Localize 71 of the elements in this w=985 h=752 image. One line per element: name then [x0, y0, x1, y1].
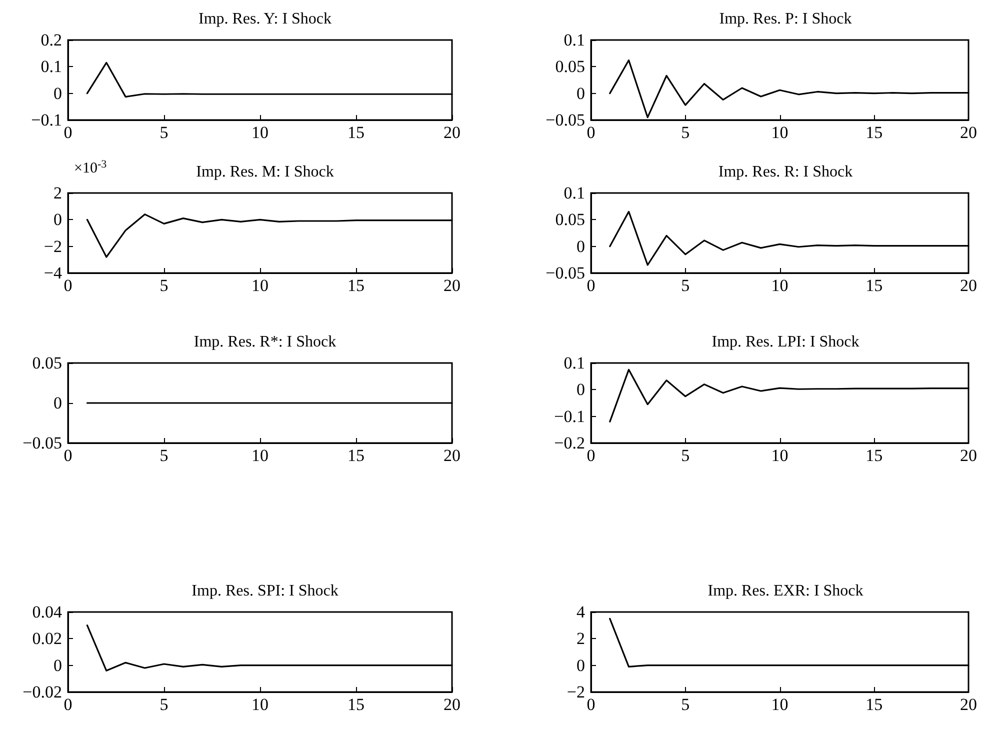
x-tick-label: 15 — [348, 695, 364, 714]
x-tick-label: 15 — [348, 123, 364, 142]
y-tick-label: −2 — [44, 236, 62, 256]
chart-title: Imp. Res. LPI: I Shock — [712, 334, 860, 350]
x-tick-label: 5 — [160, 446, 168, 465]
x-tick-label: 20 — [960, 123, 977, 142]
x-tick-label: 5 — [160, 276, 168, 295]
y-tick-label: −0.1 — [554, 406, 585, 426]
y-tick-label: −2 — [566, 682, 585, 702]
x-tick-label: 10 — [771, 446, 788, 465]
x-tick-label: 20 — [960, 276, 977, 295]
y-tick-label: 0.1 — [564, 184, 585, 202]
y-tick-label: 0.04 — [32, 602, 62, 622]
x-tick-label: 20 — [444, 123, 460, 142]
y-tick-label: −0.02 — [22, 682, 62, 702]
y-tick-label: 0 — [576, 236, 585, 256]
x-tick-label: 5 — [681, 123, 690, 142]
y-tick-label: −0.2 — [554, 434, 585, 452]
y-tick-label: 0.05 — [555, 210, 585, 230]
x-tick-label: 20 — [960, 695, 977, 714]
x-tick-label: 10 — [252, 695, 268, 714]
y-tick-label: 2 — [576, 629, 585, 648]
x-tick-label: 20 — [960, 446, 977, 465]
y-tick-label: 0.1 — [564, 30, 585, 50]
chart-title: Imp. Res. EXR: I Shock — [708, 582, 864, 600]
y-tick-label: 0 — [576, 84, 585, 103]
y-tick-label: 0 — [54, 84, 62, 103]
x-tick-label: 10 — [771, 123, 788, 142]
x-tick-label: 5 — [681, 276, 690, 295]
y-tick-label: 0 — [54, 394, 62, 412]
x-tick-label: 15 — [348, 276, 364, 295]
y-tick-label: 0.1 — [564, 354, 585, 372]
x-tick-label: 20 — [444, 446, 460, 465]
chart-title: Imp. Res. P: I Shock — [719, 10, 852, 28]
x-tick-label: 10 — [252, 446, 268, 465]
x-tick-label: 15 — [348, 446, 364, 465]
y-tick-label: −4 — [44, 264, 62, 282]
x-tick-label: 15 — [866, 446, 883, 465]
x-tick-label: 15 — [866, 276, 883, 295]
x-tick-label: 5 — [681, 695, 690, 714]
chart-title: Imp. Res. M: I Shock — [196, 164, 334, 180]
y-tick-label: −0.05 — [22, 434, 62, 452]
y-tick-label: −0.05 — [546, 264, 585, 282]
y-tick-label: 0 — [54, 656, 62, 675]
y-tick-label: 0.05 — [555, 57, 585, 76]
y-tick-label: 0.1 — [40, 57, 62, 76]
y-tick-label: 0.2 — [40, 30, 62, 50]
x-tick-label: 10 — [252, 123, 268, 142]
chart-title: Imp. Res. R: I Shock — [718, 164, 853, 180]
x-tick-label: 15 — [866, 695, 883, 714]
x-tick-label: 10 — [771, 276, 788, 295]
x-tick-label: 15 — [866, 123, 883, 142]
x-tick-label: 20 — [444, 276, 460, 295]
x-tick-label: 10 — [771, 695, 788, 714]
chart-title: Imp. Res. Y: I Shock — [198, 10, 332, 28]
x-tick-label: 10 — [252, 276, 268, 295]
y-tick-label: 0 — [54, 210, 62, 230]
y-tick-label: 4 — [576, 602, 586, 622]
y-tick-label: 0 — [576, 656, 585, 675]
x-tick-label: 5 — [681, 446, 690, 465]
y-tick-label: 0.05 — [32, 354, 62, 372]
y-tick-label: 0.02 — [32, 629, 62, 648]
y-tick-label: −0.05 — [546, 110, 585, 130]
chart-title: Imp. Res. SPI: I Shock — [192, 582, 338, 600]
x-tick-label: 20 — [444, 695, 460, 714]
y-tick-label: 0 — [576, 380, 585, 400]
x-tick-label: 5 — [160, 123, 168, 142]
x-tick-label: 5 — [160, 695, 168, 714]
chart-title: Imp. Res. R*: I Shock — [194, 334, 336, 350]
y-tick-label: 2 — [54, 184, 62, 202]
y-tick-label: −0.1 — [31, 110, 62, 130]
